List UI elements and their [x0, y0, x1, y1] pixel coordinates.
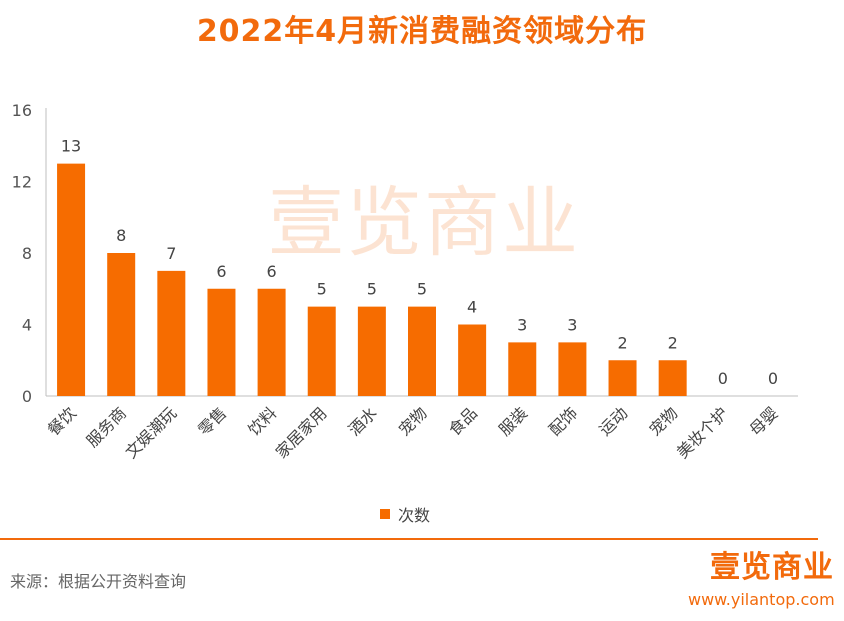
- y-tick-label: 12: [12, 173, 32, 192]
- bar: [658, 360, 687, 396]
- x-tick-label: 饮料: [244, 403, 280, 439]
- x-tick-label: 酒水: [345, 403, 381, 439]
- x-tick-label: 食品: [445, 403, 481, 439]
- data-label: 6: [216, 262, 226, 281]
- data-label: 2: [668, 333, 678, 352]
- y-tick-label: 0: [22, 387, 32, 406]
- bar-chart: 0 4 8 12 16 13 餐饮 8 服务商 7 文娱潮玩 6 零售 6 饮料 5 家居家用 5 酒水 5 宠物 4 食品…: [12, 101, 798, 462]
- data-label: 0: [768, 369, 778, 388]
- source-note: 来源：根据公开资料查询: [10, 572, 187, 591]
- footer-divider: [0, 538, 818, 540]
- legend-label: 次数: [398, 506, 431, 525]
- bar: [458, 324, 487, 396]
- data-label: 5: [417, 280, 427, 299]
- data-label: 5: [317, 280, 327, 299]
- bar: [357, 306, 386, 396]
- x-tick-label: 美妆个护: [673, 403, 732, 462]
- x-tick-label: 服务商: [83, 403, 130, 450]
- data-label: 8: [116, 226, 126, 245]
- x-tick-label: 运动: [595, 403, 631, 439]
- y-tick-label: 4: [22, 316, 32, 335]
- x-tick-label: 服装: [495, 403, 531, 439]
- x-tick-label: 零售: [194, 403, 230, 439]
- chart-title: 2022年4月新消费融资领域分布: [196, 14, 648, 49]
- y-tick-label: 16: [12, 101, 32, 120]
- x-tick-label: 文娱潮玩: [121, 403, 180, 462]
- data-label: 7: [166, 244, 176, 263]
- bar: [257, 288, 286, 396]
- data-label: 4: [467, 298, 477, 317]
- bar: [157, 270, 186, 396]
- bar: [608, 360, 637, 396]
- bar: [107, 253, 136, 396]
- legend-swatch: [380, 509, 390, 519]
- x-tick-label: 母婴: [746, 403, 782, 439]
- x-tick-label: 餐饮: [44, 403, 80, 439]
- data-label: 0: [718, 369, 728, 388]
- brand-url[interactable]: www.yilantop.com: [688, 590, 835, 609]
- bar: [207, 288, 236, 396]
- bar: [307, 306, 336, 396]
- data-label: 6: [267, 262, 277, 281]
- bar: [408, 306, 436, 396]
- brand-logo: 壹览商业: [710, 550, 834, 585]
- x-tick-label: 宠物: [395, 403, 431, 439]
- data-label: 3: [567, 315, 577, 334]
- legend: 次数: [380, 504, 431, 525]
- data-label: 5: [367, 280, 377, 299]
- watermark-logo: 壹览商业: [268, 178, 580, 267]
- data-label: 2: [617, 333, 627, 352]
- bar: [57, 163, 86, 396]
- x-tick-label: 配饰: [545, 403, 581, 439]
- y-tick-label: 8: [22, 244, 32, 263]
- x-tick-label: 宠物: [645, 403, 681, 439]
- bar: [508, 342, 537, 396]
- bar: [558, 342, 587, 396]
- data-label: 3: [517, 315, 527, 334]
- x-tick-label: 家居家用: [272, 403, 331, 462]
- data-label: 13: [61, 137, 81, 156]
